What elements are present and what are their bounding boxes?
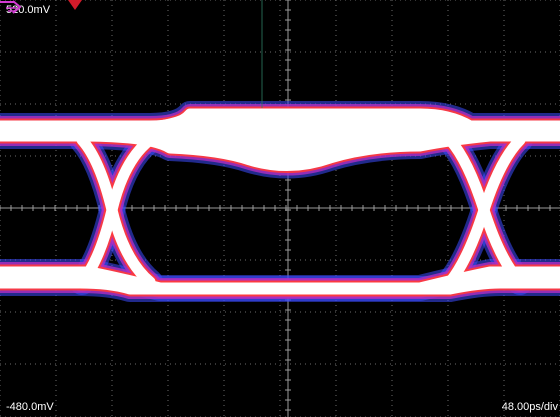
ground-reference-icon[interactable] [0, 0, 22, 14]
vertical-top-scale-label: 520.0mV [6, 4, 51, 16]
trigger-marker-icon[interactable] [68, 0, 82, 10]
eye-top-rail-fill [0, 110, 560, 170]
eye-bottom-rail-fill [0, 268, 560, 294]
eye-crossing-right [444, 134, 526, 288]
timebase-label: 48.00ps/div [501, 401, 558, 413]
eye-crossing-left [76, 134, 156, 288]
vertical-bottom-scale-label: -480.0mV [6, 401, 54, 413]
